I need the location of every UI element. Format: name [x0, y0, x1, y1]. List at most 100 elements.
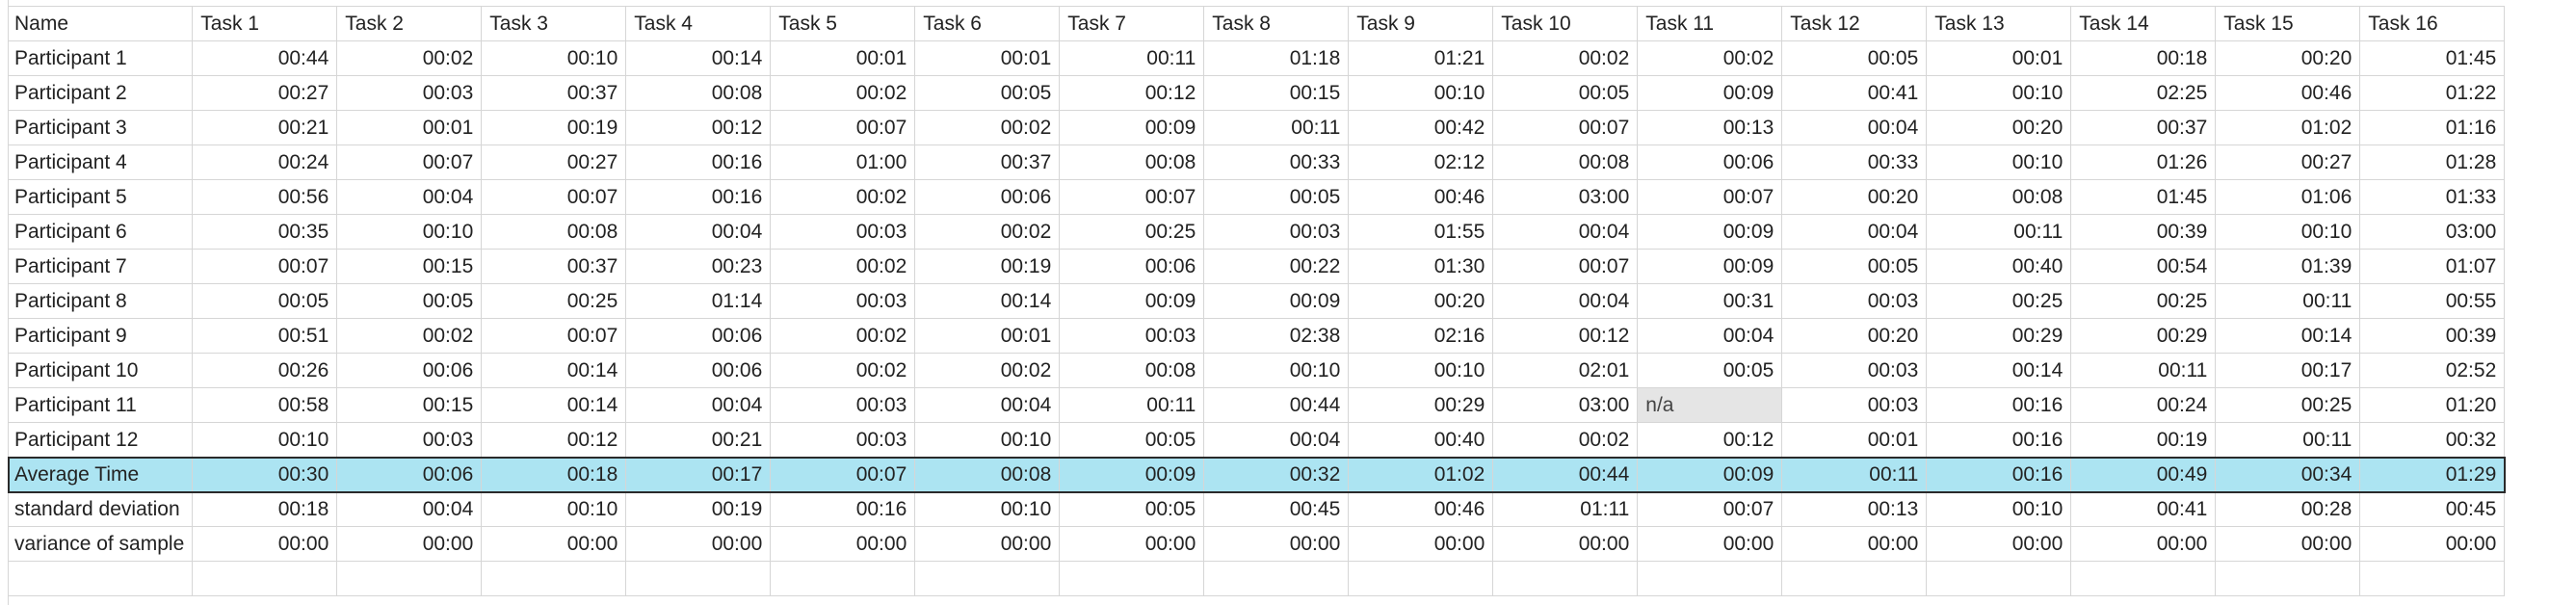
row-name-cell[interactable]: Participant 2 [7, 75, 194, 111]
time-cell[interactable]: 00:02 [770, 75, 916, 111]
time-cell[interactable]: 00:10 [481, 40, 627, 76]
time-cell[interactable]: 00:20 [1926, 110, 2072, 145]
row-name-cell[interactable]: Participant 3 [7, 110, 194, 145]
time-cell[interactable]: 00:03 [1059, 318, 1205, 354]
time-cell[interactable]: 00:04 [1492, 283, 1639, 319]
time-cell[interactable]: 00:56 [192, 179, 338, 215]
row-name-cell[interactable]: Participant 4 [7, 145, 194, 180]
time-cell[interactable]: 00:07 [192, 249, 338, 284]
time-cell[interactable]: 00:12 [625, 110, 772, 145]
time-cell[interactable]: 00:02 [1492, 422, 1639, 458]
time-cell[interactable]: 00:58 [192, 387, 338, 423]
time-cell[interactable]: 02:38 [1203, 318, 1350, 354]
time-cell[interactable]: 00:14 [625, 40, 772, 76]
time-cell[interactable]: 00:02 [914, 214, 1061, 250]
row-name-cell[interactable]: standard deviation [7, 491, 194, 527]
time-cell[interactable]: 00:29 [1926, 318, 2072, 354]
time-cell[interactable]: 00:07 [1059, 179, 1205, 215]
row-name-cell[interactable]: Participant 6 [7, 214, 194, 250]
time-cell[interactable]: 02:52 [2359, 353, 2506, 388]
time-cell[interactable]: 00:02 [1492, 40, 1639, 76]
time-cell[interactable]: 00:14 [914, 283, 1061, 319]
time-cell[interactable]: 00:08 [914, 457, 1061, 492]
empty-cell[interactable] [1348, 561, 1494, 596]
time-cell[interactable]: 00:27 [481, 145, 627, 180]
time-cell[interactable]: 00:02 [914, 110, 1061, 145]
column-header[interactable]: Task 15 [2215, 6, 2361, 41]
time-cell[interactable]: 00:05 [1781, 40, 1928, 76]
column-header[interactable]: Task 5 [770, 6, 916, 41]
time-cell[interactable]: 00:00 [1059, 526, 1205, 562]
time-cell[interactable]: 00:10 [1926, 145, 2072, 180]
time-cell[interactable]: 00:04 [1781, 214, 1928, 250]
time-cell[interactable]: 00:00 [481, 526, 627, 562]
time-cell[interactable]: 00:21 [625, 422, 772, 458]
time-cell[interactable]: 00:07 [481, 318, 627, 354]
time-cell[interactable]: 00:44 [1492, 457, 1639, 492]
time-cell[interactable]: 00:04 [1492, 214, 1639, 250]
time-cell[interactable]: 00:09 [1059, 110, 1205, 145]
time-cell[interactable]: 00:44 [192, 40, 338, 76]
time-cell[interactable]: 00:35 [192, 214, 338, 250]
time-cell[interactable]: 00:14 [481, 387, 627, 423]
time-cell[interactable]: 00:06 [336, 457, 483, 492]
time-cell[interactable]: 00:10 [1203, 353, 1350, 388]
column-header[interactable]: Task 8 [1203, 6, 1350, 41]
time-cell[interactable]: 00:08 [481, 214, 627, 250]
time-cell[interactable]: 00:10 [192, 422, 338, 458]
time-cell[interactable]: 00:45 [1203, 491, 1350, 527]
row-name-cell[interactable]: variance of sample [7, 526, 194, 562]
time-cell[interactable]: 00:00 [770, 526, 916, 562]
time-cell[interactable]: 00:24 [192, 145, 338, 180]
time-cell[interactable]: 00:01 [1926, 40, 2072, 76]
time-cell[interactable]: 00:03 [336, 422, 483, 458]
time-cell[interactable]: 00:14 [2215, 318, 2361, 354]
time-cell[interactable]: 00:00 [336, 526, 483, 562]
time-cell[interactable]: 00:00 [1492, 526, 1639, 562]
time-cell[interactable]: 01:16 [2359, 110, 2506, 145]
column-header[interactable]: Task 10 [1492, 6, 1639, 41]
time-cell[interactable]: 01:06 [2215, 179, 2361, 215]
time-cell[interactable]: 00:00 [1781, 526, 1928, 562]
column-header[interactable]: Task 13 [1926, 6, 2072, 41]
time-cell[interactable]: 00:29 [1348, 387, 1494, 423]
time-cell[interactable]: 00:37 [2070, 110, 2217, 145]
time-cell[interactable]: 00:09 [1637, 214, 1783, 250]
time-cell[interactable]: 00:07 [1492, 249, 1639, 284]
time-cell[interactable]: 01:45 [2070, 179, 2217, 215]
time-cell[interactable]: 00:10 [1926, 491, 2072, 527]
time-cell[interactable]: 00:51 [192, 318, 338, 354]
time-cell[interactable]: 00:16 [1926, 457, 2072, 492]
time-cell[interactable]: 00:29 [2070, 318, 2217, 354]
time-cell[interactable]: 00:11 [1926, 214, 2072, 250]
time-cell[interactable]: 00:19 [2070, 422, 2217, 458]
time-cell[interactable]: 01:55 [1348, 214, 1494, 250]
time-cell[interactable]: 00:02 [770, 318, 916, 354]
time-cell[interactable]: 00:06 [914, 179, 1061, 215]
time-cell[interactable]: 00:28 [2215, 491, 2361, 527]
time-cell[interactable]: 00:01 [914, 40, 1061, 76]
time-cell[interactable]: 01:28 [2359, 145, 2506, 180]
time-cell[interactable]: 00:16 [770, 491, 916, 527]
time-cell[interactable]: 00:04 [336, 179, 483, 215]
time-cell[interactable]: 01:02 [1348, 457, 1494, 492]
time-cell[interactable]: 00:05 [192, 283, 338, 319]
time-cell[interactable]: 02:16 [1348, 318, 1494, 354]
time-cell[interactable]: 00:03 [770, 422, 916, 458]
time-cell[interactable]: 00:04 [914, 387, 1061, 423]
time-cell[interactable]: 02:25 [2070, 75, 2217, 111]
time-cell[interactable]: 00:02 [336, 318, 483, 354]
row-name-cell[interactable]: Participant 10 [7, 353, 194, 388]
time-cell[interactable]: 00:02 [770, 249, 916, 284]
time-cell[interactable]: 00:03 [336, 75, 483, 111]
column-header[interactable]: Task 1 [192, 6, 338, 41]
time-cell[interactable]: 00:15 [336, 387, 483, 423]
time-cell[interactable]: 00:14 [481, 353, 627, 388]
time-cell[interactable]: 00:00 [2070, 526, 2217, 562]
empty-cell[interactable] [1203, 561, 1350, 596]
time-cell[interactable]: 00:10 [2215, 214, 2361, 250]
time-cell[interactable]: 00:10 [481, 491, 627, 527]
time-cell[interactable]: 00:04 [625, 214, 772, 250]
time-cell[interactable]: 02:01 [1492, 353, 1639, 388]
empty-cell[interactable] [481, 561, 627, 596]
